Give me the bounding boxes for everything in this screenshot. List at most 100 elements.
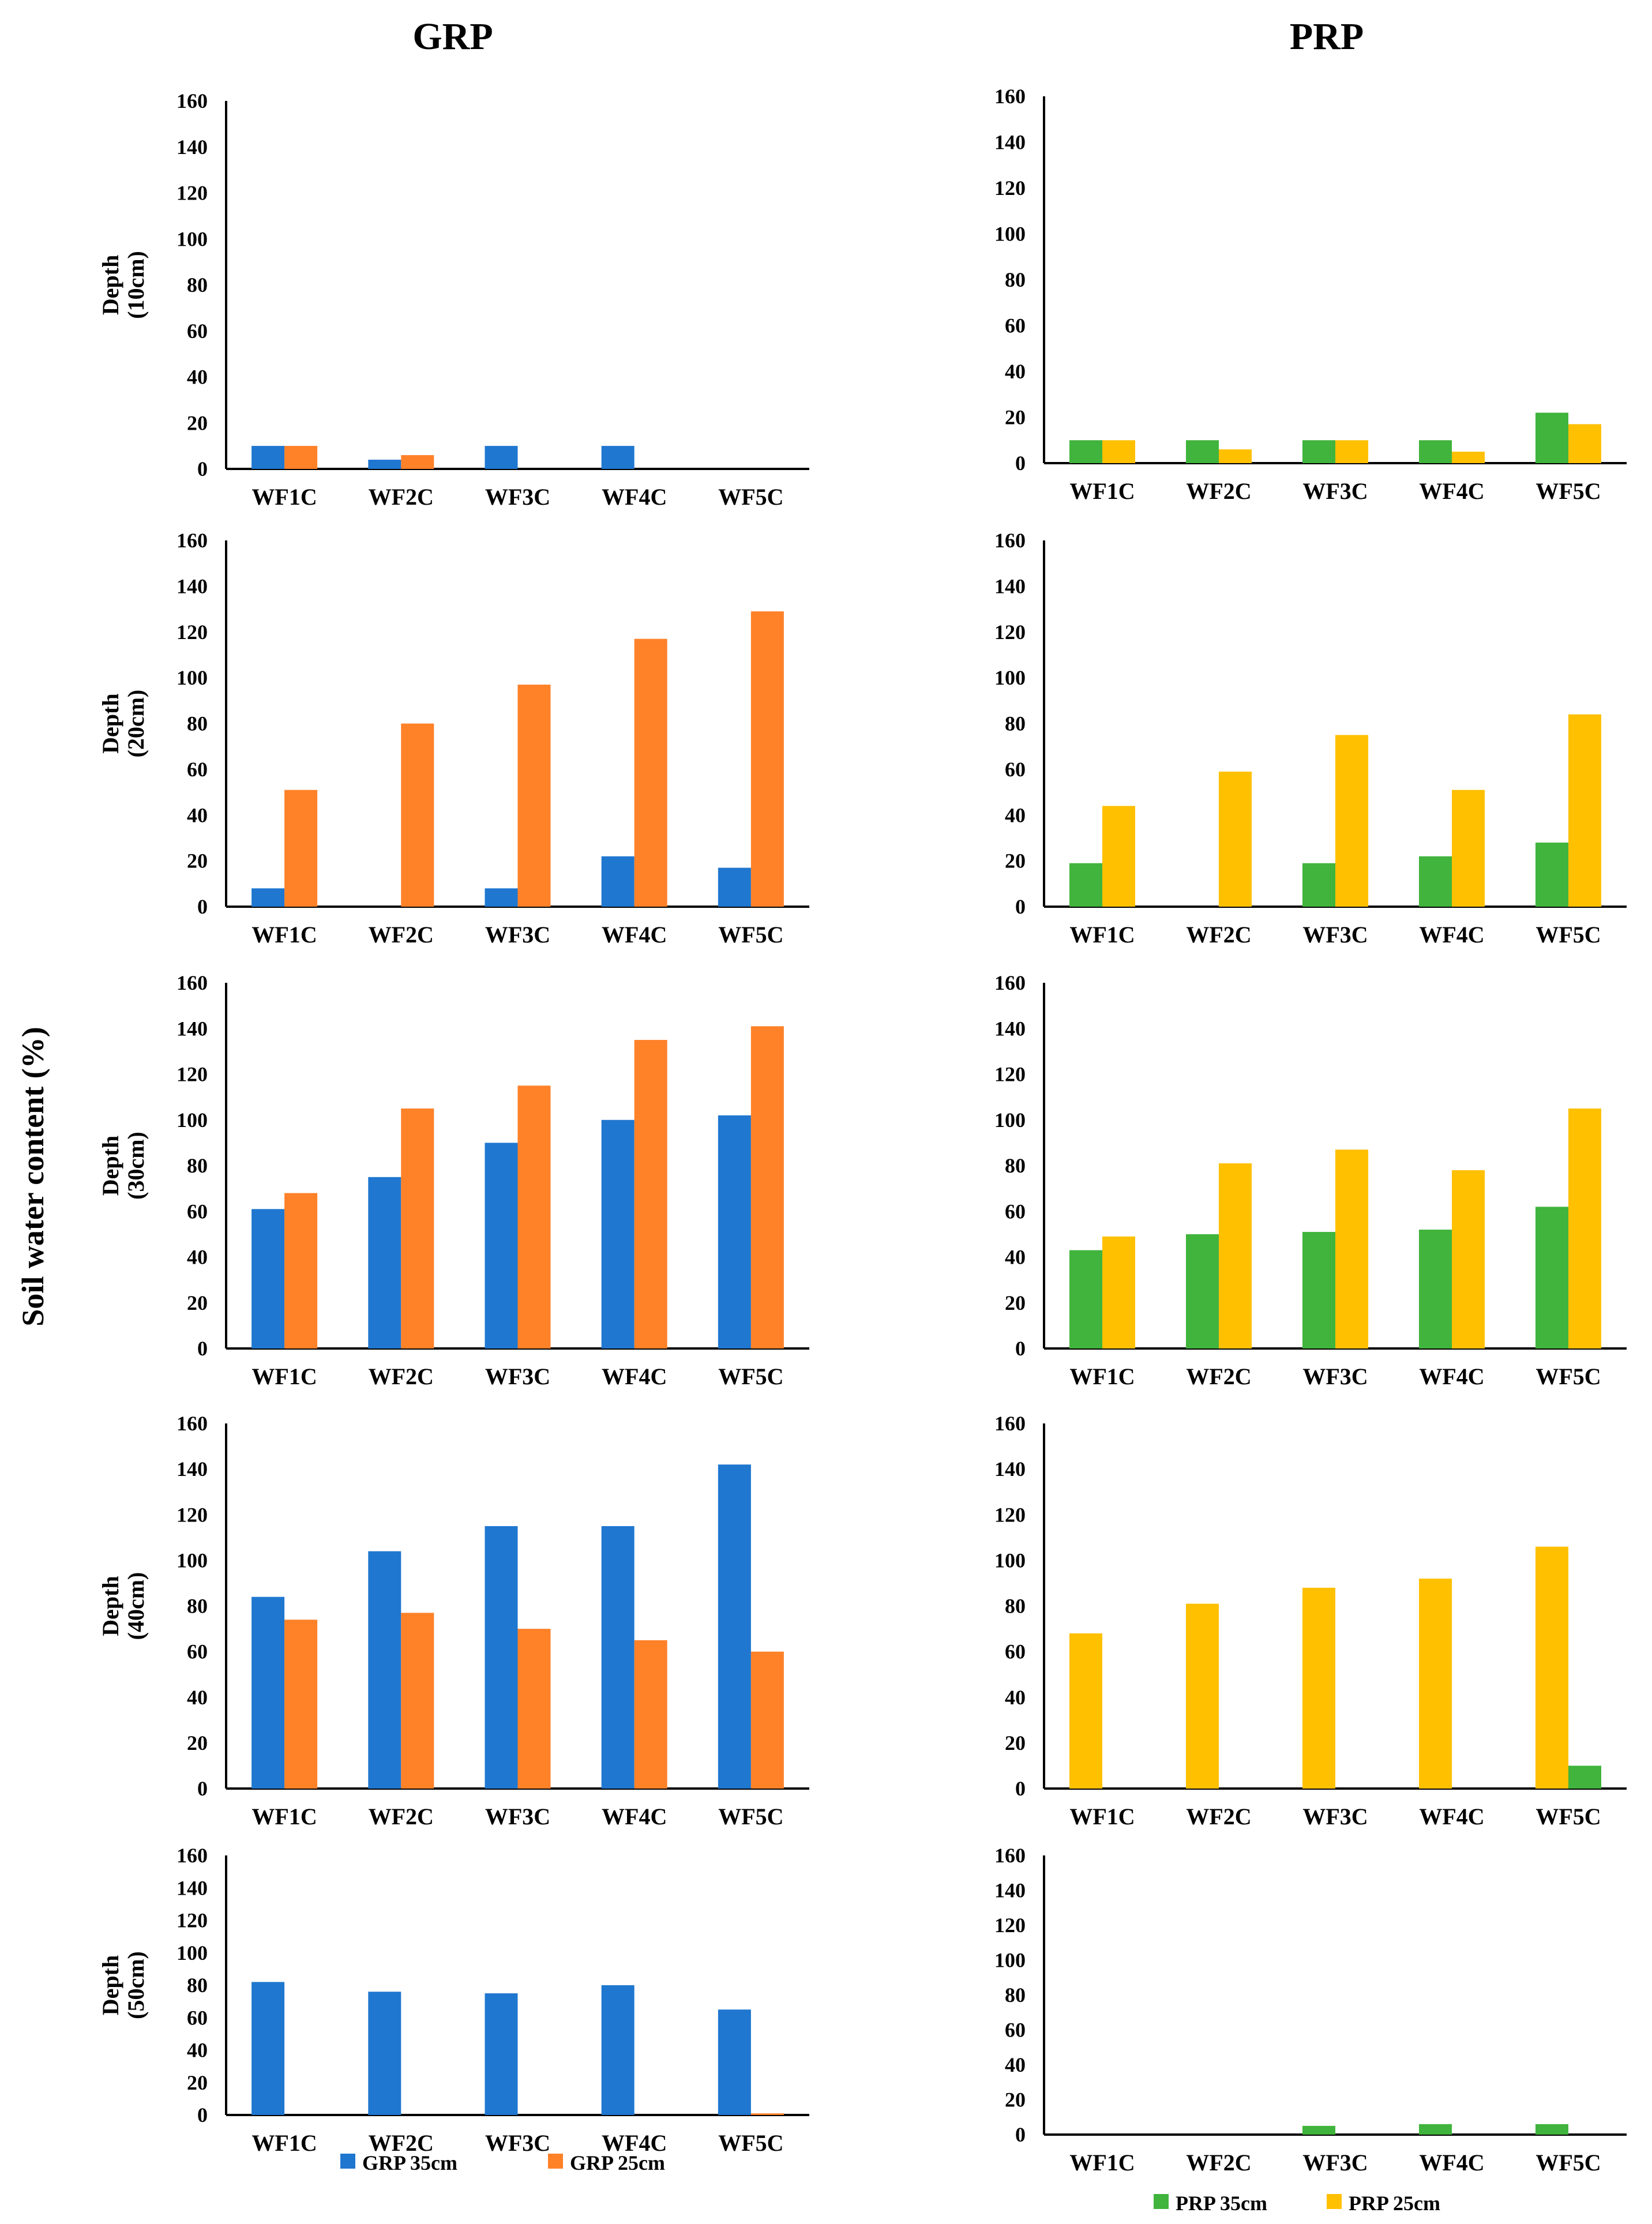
y-tick-label: 140	[177, 1876, 208, 1899]
x-tick-label: WF4C	[1419, 2150, 1484, 2176]
y-tick-label: 60	[187, 758, 208, 781]
x-tick-label: WF5C	[1535, 478, 1601, 504]
y-tick-label: 20	[1005, 1731, 1026, 1755]
bar-prp-35cm-wf5c	[1535, 2124, 1568, 2135]
y-tick-label: 40	[1005, 803, 1026, 827]
x-tick-label: WF3C	[485, 2130, 550, 2156]
x-tick-label: WF4C	[602, 1804, 667, 1829]
y-tick-label: 0	[197, 1337, 208, 1360]
bar-prp-25cm-wf5c	[1535, 1546, 1568, 1789]
bar-prp-35cm-wf4c	[1419, 856, 1452, 907]
legend-label: GRP 35cm	[362, 2151, 457, 2174]
x-tick-label: WF1C	[1069, 478, 1135, 504]
bar-grp-25cm-wf4c	[634, 638, 667, 907]
y-tick-label: 160	[177, 1844, 208, 1867]
x-tick-label: WF1C	[251, 484, 317, 510]
bar-grp-35cm-wf1c	[251, 1982, 285, 2115]
x-tick-label: WF2C	[1186, 478, 1251, 504]
y-tick-label: 60	[187, 1200, 208, 1223]
x-tick-label: WF4C	[1419, 922, 1484, 948]
bar-grp-35cm-wf3c	[485, 446, 518, 469]
panel-prp-50cm: 0 20 40 60 80 100 120 140 160 WF1C WF2C WF3C WF4C WF5…	[994, 1844, 1627, 2176]
x-tick-label: WF1C	[251, 2130, 317, 2156]
y-tick-label: 40	[187, 2039, 208, 2062]
panel-grp-10cm: 0 20 40 60 80 100 120 140 160 Depth(10cm) WF1C WF2C…	[97, 89, 809, 510]
x-tick-label: WF1C	[1069, 1363, 1135, 1389]
soil-water-content-axis-label: Soil water content (%)	[16, 1027, 50, 1326]
y-tick-label: 120	[177, 621, 208, 644]
x-tick-label: WF2C	[1186, 922, 1251, 948]
x-tick-label: WF2C	[369, 922, 434, 948]
x-tick-label: WF5C	[718, 2130, 783, 2156]
x-tick-label: WF3C	[1302, 1804, 1368, 1829]
y-tick-label: 60	[1005, 1200, 1026, 1223]
bar-grp-25cm-wf1c	[284, 1193, 318, 1348]
y-tick-label: 160	[994, 971, 1026, 994]
bar-prp-35cm-wf2c	[1186, 1234, 1219, 1348]
y-tick-label: 80	[1005, 1983, 1026, 2007]
x-tick-label: WF5C	[718, 1363, 783, 1389]
x-tick-label: WF1C	[251, 1363, 317, 1389]
x-tick-label: WF2C	[1186, 2150, 1251, 2176]
bar-prp-35cm-wf3c	[1302, 2125, 1335, 2135]
bar-grp-25cm-wf1c	[284, 790, 318, 907]
bar-prp-35cm-wf3c	[1302, 1231, 1335, 1348]
y-tick-label: 40	[1005, 2053, 1026, 2076]
x-tick-label: WF4C	[602, 484, 667, 510]
bar-grp-25cm-wf2c	[401, 723, 434, 907]
panel-grp-20cm: 0 20 40 60 80 100 120 140 160 Depth(20cm) WF1C WF2C…	[97, 529, 809, 948]
y-tick-label: 0	[1015, 1777, 1026, 1800]
bar-grp-25cm-wf2c	[401, 1613, 434, 1789]
bar-grp-25cm-wf3c	[517, 1629, 551, 1789]
bar-prp-35cm-wf1c	[1069, 440, 1102, 463]
bar-prp-25cm-wf5c	[1568, 424, 1601, 463]
y-tick-label: 20	[187, 1291, 208, 1314]
y-tick-label: 20	[187, 2071, 208, 2094]
y-tick-label: 100	[177, 227, 208, 250]
y-tick-label: 80	[1005, 1595, 1026, 1618]
y-tick-label: 160	[994, 85, 1026, 108]
y-tick-label: 0	[197, 2103, 208, 2127]
bar-prp-25cm-wf3c	[1335, 735, 1368, 907]
y-tick-label: 140	[177, 1457, 208, 1481]
bar-prp-25cm-wf4c	[1452, 790, 1485, 907]
x-tick-label: WF5C	[718, 922, 783, 948]
bar-prp-25cm-wf2c	[1219, 449, 1252, 463]
prp-column-title: PRP	[1290, 16, 1364, 58]
y-tick-label: 80	[187, 712, 208, 735]
panel-prp-30cm: 0 20 40 60 80 100 120 140 160 WF1C WF2C WF3C WF4C WF5…	[994, 971, 1627, 1389]
x-tick-label: WF4C	[602, 1363, 667, 1389]
bar-grp-25cm-wf3c	[517, 685, 551, 907]
y-tick-label: 80	[187, 273, 208, 296]
y-tick-label: 140	[994, 1879, 1026, 1902]
x-tick-label: WF1C	[1069, 922, 1135, 948]
y-tick-label: 140	[994, 1457, 1026, 1481]
bar-prp-35cm-wf3c	[1302, 863, 1335, 907]
panel-prp-10cm: 0 20 40 60 80 100 120 140 160 WF1C WF2C WF3C WF4C WF5…	[994, 85, 1627, 504]
y-tick-label: 0	[197, 457, 208, 480]
y-tick-label: 100	[177, 1941, 208, 1964]
bar-prp-35cm-wf4c	[1419, 1229, 1452, 1348]
bar-grp-35cm-wf5c	[718, 2009, 751, 2115]
y-tick-label: 40	[187, 803, 208, 827]
y-tick-label: 60	[187, 2006, 208, 2029]
x-tick-label: WF3C	[485, 922, 550, 948]
x-tick-label: WF5C	[1535, 922, 1601, 948]
y-tick-label: 40	[187, 1686, 208, 1709]
y-tick-label: 60	[187, 320, 208, 343]
bar-grp-25cm-wf4c	[634, 1040, 667, 1348]
x-tick-label: WF3C	[1302, 478, 1368, 504]
x-tick-label: WF5C	[718, 484, 783, 510]
y-tick-label: 0	[1015, 2123, 1026, 2146]
bar-grp-35cm-wf2c	[368, 460, 401, 469]
bar-grp-35cm-wf1c	[251, 1596, 285, 1789]
x-tick-label: WF1C	[251, 922, 317, 948]
bar-prp-25cm-wf2c	[1186, 1603, 1219, 1789]
bar-prp-25cm-wf5c	[1568, 714, 1601, 907]
legend-label: PRP 25cm	[1349, 2192, 1440, 2215]
y-tick-label: 140	[994, 574, 1026, 598]
bar-grp-35cm-wf2c	[368, 1177, 401, 1348]
x-tick-label: WF2C	[369, 2130, 434, 2156]
y-tick-label: 140	[177, 1017, 208, 1040]
bar-grp-35cm-wf4c	[601, 1526, 634, 1789]
